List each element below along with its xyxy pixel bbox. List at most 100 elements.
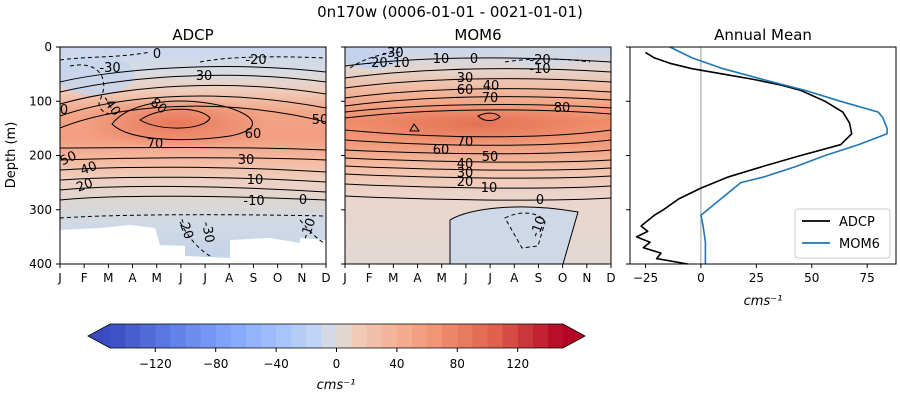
series-line-mom6: [669, 46, 888, 264]
adcp-contour: [60, 95, 326, 117]
depth-axis-label: Depth (m): [4, 122, 19, 189]
contour-label: -30: [382, 46, 403, 61]
mom6-contour-dashed: [504, 212, 546, 249]
colorbar-segment: [261, 324, 277, 348]
colorbar-segment: [170, 324, 186, 348]
adcp-contour: [60, 176, 326, 183]
contour-label: -20: [175, 216, 196, 241]
month-tick-label: M: [103, 271, 113, 285]
colorbar-segment: [351, 324, 368, 348]
mom6-y-ticks: [341, 46, 345, 265]
x-tick-label: −25: [633, 271, 658, 285]
colorbar-segment: [215, 324, 232, 348]
contour-label: 20: [457, 175, 474, 190]
colorbar-extend-high: [563, 324, 585, 348]
mom6-contour: [345, 88, 611, 99]
contour-label: 40: [457, 157, 474, 172]
month-tick-label: A: [225, 271, 234, 285]
month-tick-label: M: [152, 271, 162, 285]
adcp-contour-dashed: [179, 221, 211, 257]
contour-label: -20: [366, 56, 387, 71]
colorbar-tick-label: −40: [263, 357, 288, 371]
colorbar-ticks: −120 −80 −40 0 40 80 120: [139, 348, 529, 371]
mom6-contour: [345, 96, 611, 107]
colorbar-tick-label: 80: [450, 357, 465, 371]
colorbar-tick-label: 0: [333, 357, 341, 371]
contour-label: 30: [457, 166, 474, 181]
contour-label: 10: [481, 181, 498, 196]
mom6-contour: [345, 149, 611, 155]
depth-tick-label: 400: [29, 257, 52, 271]
adcp-contour: [111, 100, 253, 141]
colorbar-segment: [245, 324, 262, 348]
mom6-contour: [345, 109, 611, 119]
mom6-deep-negative: [449, 206, 579, 264]
panel-mom6-title: MOM6: [454, 26, 501, 44]
month-tick-label: M: [437, 271, 447, 285]
colorbar-label: cms⁻¹: [317, 378, 356, 393]
adcp-core: [80, 97, 270, 149]
colorbar-segment: [276, 324, 292, 348]
colorbar-segment: [306, 324, 322, 348]
mom6-contour: [345, 173, 611, 179]
colorbar-segment: [517, 324, 534, 348]
contour-label: 0: [299, 193, 307, 208]
contour-label: -10: [528, 214, 549, 239]
month-tick-label: J: [463, 271, 468, 285]
contour-label: 40: [78, 159, 99, 179]
contour-label: 10: [433, 52, 450, 67]
contour-label: -20: [529, 53, 550, 68]
contour-label: 70: [482, 91, 499, 106]
contour-label: 50: [58, 149, 79, 170]
month-tick-label: J: [342, 271, 347, 285]
adcp-contour: [60, 157, 326, 161]
contour-label: 30: [196, 69, 213, 84]
contour-label: 70: [457, 135, 474, 150]
mom6-contour: [345, 139, 611, 146]
contour-label: 60: [433, 143, 450, 158]
colorbar-tick-label: 40: [389, 357, 404, 371]
colorbar-segment: [230, 324, 247, 348]
legend-label-adcp: ADCP: [839, 215, 875, 230]
colorbar-segment: [125, 324, 141, 348]
mom6-contour: [345, 129, 611, 138]
contour-label: 0: [536, 193, 544, 208]
adcp-y-ticks: 0 100 200 300 400: [29, 40, 60, 271]
colorbar-segment: [412, 324, 428, 348]
contour-label: 0: [60, 103, 68, 118]
contour-label: -10: [243, 194, 264, 209]
month-tick-label: A: [128, 271, 137, 285]
adcp-contour: [60, 147, 326, 151]
month-tick-label: O: [273, 271, 282, 285]
contour-label: 0: [470, 52, 478, 67]
adcp-contour: [60, 105, 326, 129]
x-tick-label: 50: [804, 271, 819, 285]
adcp-contour: [60, 195, 326, 201]
contour-label: -10: [298, 216, 319, 241]
mom6-contour-labels: -30 -20 -10 10 0 -20 -10 30 40 60 70 80 …: [366, 46, 570, 239]
colorbar-segment: [381, 324, 398, 348]
colorbar-segment: [472, 324, 488, 348]
colorbar-segment: [321, 324, 337, 348]
month-tick-label: F: [366, 271, 373, 285]
annual-mean-xlabel: cms⁻¹: [744, 294, 783, 309]
contour-label: -20: [245, 53, 266, 68]
figure-title: 0n170w (0006-01-01 - 0021-01-01): [317, 3, 583, 21]
colorbar-segment: [396, 324, 413, 348]
contour-label: 50: [312, 113, 329, 128]
month-tick-label: J: [178, 271, 183, 285]
month-tick-label: D: [321, 271, 330, 285]
contour-label: 30: [238, 153, 255, 168]
adcp-contour: [139, 108, 211, 129]
contour-label: -30: [198, 221, 216, 245]
colorbar-segment: [200, 324, 217, 348]
adcp-contour: [60, 185, 326, 193]
colorbar-segment: [110, 324, 126, 348]
contour-label: 50: [482, 150, 499, 165]
month-tick-label: N: [297, 271, 306, 285]
colorbar-tick-label: 120: [506, 357, 529, 371]
colorbar-segment: [427, 324, 443, 348]
annual-mean-x-ticks: −25 0 25 50 75: [633, 264, 875, 285]
